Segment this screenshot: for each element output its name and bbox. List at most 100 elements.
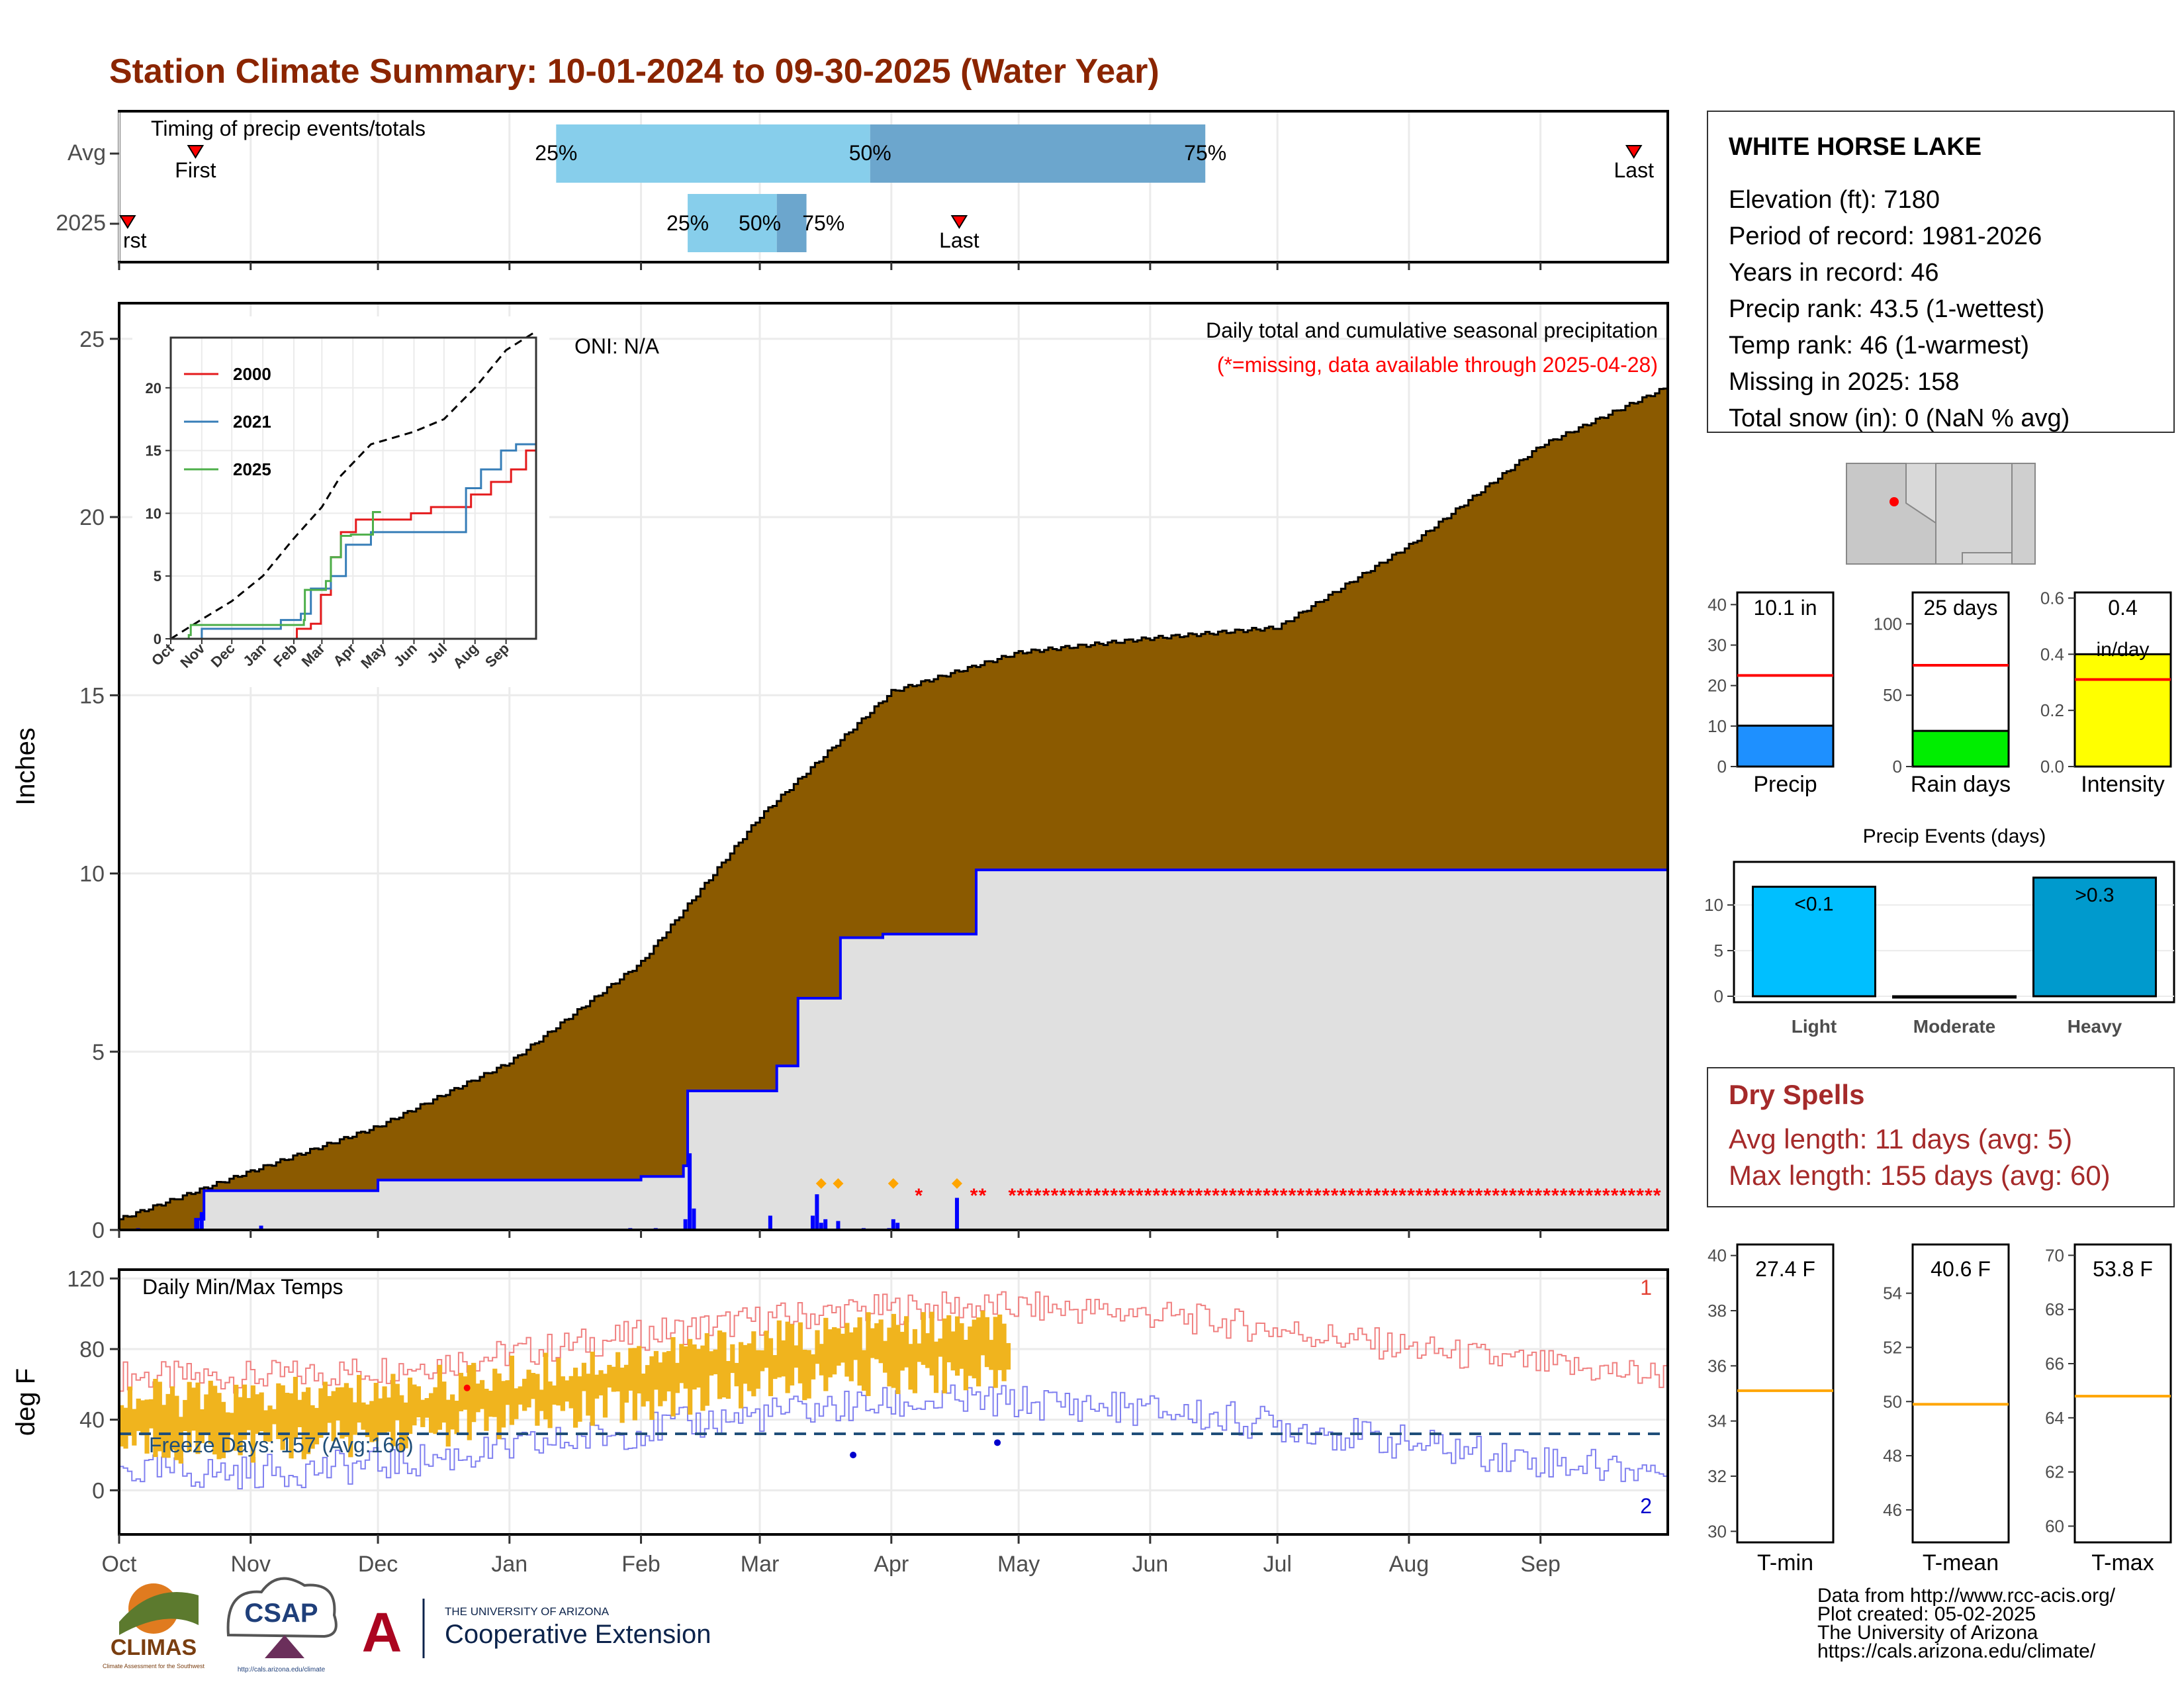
temp-y-axis: 0 40 80 120: [67, 1266, 119, 1503]
missing-marker-3: *: [1008, 1185, 1016, 1207]
temp-range-bar-116: [611, 1366, 616, 1392]
missing-marker-59: *: [1483, 1185, 1491, 1207]
temp-range-bar-26: [229, 1413, 234, 1435]
temp-range-bar-73: [429, 1393, 434, 1433]
avg-last-marker: [1625, 145, 1643, 159]
mini-bar-tick-label-0-1: 10: [1707, 716, 1727, 736]
month-label-Jun: Jun: [1132, 1552, 1168, 1577]
temp-range-bar-100: [543, 1352, 549, 1420]
mini-bar-value-label-2: 0.4: [2108, 596, 2137, 620]
mini-bar-value-2: [2073, 653, 2172, 768]
events-category-light: Light: [1792, 1016, 1837, 1037]
temp-range-bar-98: [535, 1374, 540, 1426]
missing-marker-15: *: [1110, 1185, 1118, 1207]
inset-legend-label-2000: 2000: [233, 364, 271, 384]
temp-range-bar-204: [984, 1317, 990, 1368]
precip-ytick-label-2: 10: [79, 862, 105, 887]
missing-marker-7: *: [1042, 1185, 1050, 1207]
missing-marker-75: *: [1619, 1185, 1627, 1207]
temp-range-bar-167: [827, 1329, 833, 1378]
current-p50-label: 50%: [739, 211, 781, 235]
temp-range-bar-193: [938, 1338, 943, 1357]
temp-range-bar-5: [140, 1400, 146, 1436]
missing-marker-8: *: [1051, 1185, 1059, 1207]
temp-range-bar-191: [929, 1311, 934, 1376]
temp-range-bar-20: [204, 1394, 209, 1434]
daily-precip-bar-16: [823, 1219, 828, 1230]
footer-credits: Data from http://www.rcc-acis.org/ Plot …: [1817, 1585, 2116, 1662]
temp-range-bar-118: [619, 1368, 625, 1423]
station-info: WHITE HORSE LAKE Elevation (ft): 7180 Per…: [1707, 111, 2175, 433]
missing-marker-11: *: [1076, 1185, 1084, 1207]
temp-range-bar-175: [861, 1350, 867, 1391]
precip-y-axis: 0 5 10 15 20 25: [79, 327, 119, 1243]
temp-range-bar-197: [954, 1316, 960, 1376]
temp-range-bar-155: [776, 1320, 782, 1378]
temp-range-bar-93: [514, 1388, 519, 1419]
inset-series: [170, 330, 537, 640]
temp-range-bar-59: [369, 1401, 375, 1442]
avg-timing-bar-late: [870, 124, 1206, 183]
current-first-marker: [119, 215, 136, 229]
temp-range-bar-68: [407, 1378, 413, 1434]
temp-range-bar-69: [412, 1384, 417, 1426]
temp-range-bar-11: [165, 1393, 171, 1458]
temp-range-bar-103: [556, 1358, 561, 1406]
missing-marker-62: *: [1509, 1185, 1517, 1207]
temp-range-bar-95: [522, 1378, 527, 1411]
temp-range-bar-38: [280, 1385, 285, 1450]
temp-range-bar-131: [674, 1362, 680, 1393]
missing-marker-12: *: [1085, 1185, 1093, 1207]
temp-range-bar-190: [925, 1333, 931, 1368]
temp-range-bar-75: [437, 1364, 443, 1430]
mini-bar-tick-label-1-1: 50: [1883, 685, 1902, 705]
temp-range-bar-8: [153, 1379, 158, 1458]
temp-range-bar-114: [602, 1374, 608, 1418]
current-last-marker: [950, 215, 968, 229]
temp-range-bar-62: [382, 1386, 387, 1433]
snow-marker-2: [887, 1178, 899, 1189]
missing-marker-38: *: [1305, 1185, 1313, 1207]
missing-marker-30: *: [1238, 1185, 1246, 1207]
missing-marker-68: *: [1560, 1185, 1568, 1207]
temp-range-bar-63: [386, 1397, 392, 1432]
missing-marker-9: *: [1059, 1185, 1067, 1207]
missing-marker-45: *: [1365, 1185, 1373, 1207]
daily-precip-bar-17: [836, 1221, 841, 1230]
month-label-Apr: Apr: [874, 1552, 909, 1577]
temp-range-bar-15: [183, 1399, 188, 1432]
temp-range-bar-47: [318, 1388, 324, 1438]
temp-range-bar-65: [394, 1383, 400, 1421]
month-label-Jul: Jul: [1263, 1552, 1291, 1577]
temp-range-bar-46: [314, 1407, 320, 1444]
temp-range-bar-53: [343, 1383, 349, 1437]
temp-summary-frame-0: [1736, 1243, 1835, 1544]
daily-precip-bars: [136, 1153, 962, 1230]
temp-range-bar-187: [912, 1329, 918, 1393]
temp-range-bar-107: [572, 1368, 578, 1428]
precip-ytick-label-4: 20: [79, 505, 105, 530]
temp-range-bar-192: [933, 1341, 939, 1393]
missing-marker-74: *: [1611, 1185, 1619, 1207]
temp-range-bar-178: [874, 1323, 880, 1360]
missing-marker-48: *: [1390, 1185, 1398, 1207]
temp-range-bar-142: [721, 1332, 727, 1398]
temp-range-bar-166: [823, 1317, 829, 1391]
mini-bar-label-1: Rain days: [1911, 772, 2011, 797]
missing-marker-4: *: [1017, 1185, 1024, 1207]
temp-summary-frame-1: [1911, 1243, 2010, 1544]
avg-p75-label: 75%: [1184, 141, 1226, 165]
station-location-dot: [1889, 497, 1899, 506]
avg-first-marker: [187, 145, 205, 159]
missing-marker-72: *: [1594, 1185, 1602, 1207]
temp-range-bar-144: [730, 1344, 735, 1374]
temp-range-bar-35: [267, 1405, 273, 1442]
missing-marker-20: *: [1152, 1185, 1160, 1207]
temp-range-bar-112: [594, 1374, 600, 1399]
temp-range-bar-39: [285, 1392, 290, 1439]
avg-timing-bar-early: [556, 124, 870, 183]
freeze-days-label: Freeze Days: 157 (Avg:166): [149, 1433, 414, 1457]
temp-range-bar-127: [658, 1362, 663, 1407]
temp-ytick-label-3: 120: [67, 1266, 105, 1291]
record-high-dot: [463, 1384, 471, 1391]
